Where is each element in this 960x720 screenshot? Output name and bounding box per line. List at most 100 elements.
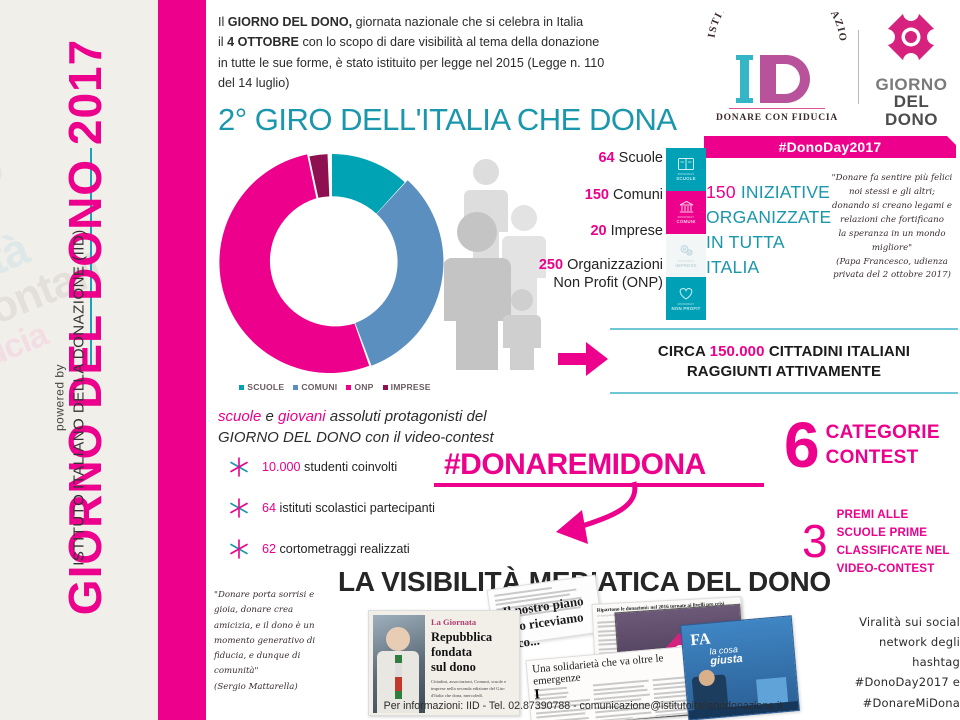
person-icon-front-large xyxy=(443,212,511,393)
iid-logo: ISTITUTO ITALIANO DONAZIONE xyxy=(700,0,850,123)
cittadini-post: CITTADINI ITALIANI xyxy=(764,343,911,360)
stat-label-onp: Organizzazioni xyxy=(563,257,663,274)
powered-by-label: powered by xyxy=(52,363,67,432)
institution-label: ISTITUTO ITALIANO DELLA DONAZIONE (IID) xyxy=(70,229,88,566)
svg-text:ISTITUTO ITALIANO DONAZIONE: ISTITUTO ITALIANO DONAZIONE xyxy=(704,12,848,43)
people-silhouettes xyxy=(443,150,574,394)
legend-item-onp: ONP xyxy=(346,382,373,392)
book-icon xyxy=(678,158,694,170)
hashtag-underline xyxy=(434,483,764,487)
badge-nonprofit: DONODAY NON PROFIT xyxy=(666,277,706,320)
mattarella-l5: fiducia, e dunque di xyxy=(214,651,301,662)
intro-paragraph: Il GIORNO DEL DONO, giornata nazionale c… xyxy=(218,12,708,94)
sidebar-credit: powered by ISTITUTO ITALIANO DELLA DONAZ… xyxy=(53,168,88,628)
badge-scuole-label: SCUOLE xyxy=(676,176,696,181)
section-title-giro: 2° GIRO DELL'ITALIA CHE DONA xyxy=(218,102,677,137)
donut-chart-svg xyxy=(219,154,444,374)
vc-item-istituti: 64 istituti scolastici partecipanti xyxy=(228,497,528,519)
legend-item-scuole: SCUOLE xyxy=(239,382,284,392)
vc-item-studenti: 10.000 studenti coinvolti xyxy=(228,456,528,478)
gdd-line2: DEL DONO xyxy=(884,92,938,129)
virality-l2: network degli xyxy=(878,635,960,650)
intro-line3: in tutte le sue forme, è stato istituito… xyxy=(218,55,605,70)
clip-headline: Repubblica fondata sul dono xyxy=(431,630,493,674)
asterisk-icon xyxy=(230,498,248,518)
iniziative-number: 150 xyxy=(706,182,736,202)
badge-comuni-kicker: DONODAY xyxy=(677,215,695,219)
stat-label-comuni: Comuni xyxy=(609,186,663,203)
asterisk-icon xyxy=(230,539,248,559)
intro-line1: Il GIORNO DEL DONO, giornata nazionale c… xyxy=(218,15,584,29)
vc-item-cortometraggi: 62 cortometraggi realizzati xyxy=(228,538,528,560)
video-contest-list: 10.000 studenti coinvolti 64 istituti sc… xyxy=(228,456,528,579)
banner-fold-icon xyxy=(947,135,956,145)
mattarella-l1: "Donare porta sorrisi e xyxy=(214,590,315,600)
badge-imprese: DONODAY IMPRESE xyxy=(666,234,706,277)
six-categories-block: 6 CATEGORIE CONTEST xyxy=(784,413,940,477)
badge-imprese-label: IMPRESE xyxy=(675,262,697,268)
three-number: 3 xyxy=(802,515,828,568)
iid-arc-text-icon: ISTITUTO ITALIANO DONAZIONE xyxy=(700,0,848,43)
clip-fa-sub: la cosa giusta xyxy=(709,644,744,668)
stat-comuni: 150 Comuni xyxy=(458,187,663,205)
iniziative-line3: IN TUTTA ITALIA xyxy=(706,231,784,277)
cittadini-number: 150.000 xyxy=(709,343,765,360)
press-clippings: «Il nostro piano dono riceviamo da co...… xyxy=(332,574,852,720)
three-label-line1: PREMI ALLE SCUOLE PRIME xyxy=(836,508,928,539)
legend-swatch-comuni xyxy=(293,384,299,390)
virality-l5: #DonareMiDona xyxy=(862,695,960,710)
vc-head-e: e xyxy=(261,408,279,425)
vc-head-line2: GIORNO DEL DONO con il video-contest xyxy=(218,429,494,446)
pope-quote-l2: noi stessi e gli altri; xyxy=(848,186,936,197)
legend-label-comuni: COMUNI xyxy=(301,382,338,392)
legend-label-imprese: IMPRESE xyxy=(390,382,431,392)
logo-block: ISTITUTO ITALIANO DONAZIONE xyxy=(700,0,956,158)
virality-l4: #DonoDay2017 e xyxy=(854,675,960,690)
legend-label-onp: ONP xyxy=(354,382,374,392)
badge-column: DONODAY SCUOLE DONODAY COMUNI xyxy=(666,148,706,320)
vc-item-cortometraggi-text: 62 cortometraggi realizzati xyxy=(262,542,410,556)
legend-swatch-imprese xyxy=(382,384,388,390)
person-icon-right xyxy=(502,205,546,340)
heart-icon xyxy=(679,287,693,300)
arrow-right-icon xyxy=(558,342,608,381)
stat-number-scuole: 64 xyxy=(598,150,615,166)
video-contest-header: scuole e giovani assoluti protagonisti d… xyxy=(218,406,518,448)
mattarella-l2: gioia, donare crea xyxy=(214,605,294,616)
donoday-hashtag-banner: #DonoDay2017 xyxy=(704,135,956,158)
badge-nonprofit-label: NON PROFIT xyxy=(671,305,701,311)
badge-imprese-kicker: DONODAY xyxy=(677,258,695,263)
pope-quote-l8: privata del 2 ottobre 2017) xyxy=(833,270,951,281)
cittadini-pre: CIRCA xyxy=(657,343,710,360)
building-icon xyxy=(679,201,693,213)
vc-head-scuole: scuole xyxy=(218,408,262,425)
cittadini-rule-bottom xyxy=(610,392,958,394)
three-prizes-block: 3 PREMI ALLE SCUOLE PRIME CLASSIFICATE N… xyxy=(802,506,960,578)
vc-item-studenti-text: 10.000 studenti coinvolti xyxy=(262,460,398,474)
iid-rule xyxy=(729,107,825,110)
cittadini-highlight: CIRCA 150.000 CITTADINI ITALIANI RAGGIUN… xyxy=(610,328,958,394)
pope-quote-l3: donando si creano legami e xyxy=(832,200,952,211)
footer-contact: Per informazioni: IID - Tel. 02.87390788… xyxy=(383,700,783,712)
stat-label-onp-line2: Non Profit (ONP) xyxy=(553,274,663,291)
legend-item-comuni: COMUNI xyxy=(293,382,337,392)
iid-monogram-icon xyxy=(704,53,850,105)
virality-l1: Viralità sui social xyxy=(859,615,960,629)
stats-list: 64 Scuole 150 Comuni 20 Imprese 250 Orga… xyxy=(458,150,663,308)
sidebar-divider-rule xyxy=(90,148,92,368)
stat-number-imprese: 20 xyxy=(590,223,607,240)
logo-divider xyxy=(858,30,859,105)
iniziative-line1: 150 INIZIATIVE xyxy=(706,180,836,205)
donut-chart xyxy=(218,148,446,381)
three-labels: PREMI ALLE SCUOLE PRIME CLASSIFICATE NEL… xyxy=(837,506,960,578)
three-label-line2: CLASSIFICATE NEL VIDEO-CONTEST xyxy=(836,543,950,575)
stat-number-onp: 250 xyxy=(538,257,564,274)
sidebar-pink-band xyxy=(158,0,206,720)
pope-quote-l7: (Papa Francesco, udienza xyxy=(836,256,948,267)
badge-scuole-kicker: DONODAY xyxy=(677,172,695,176)
pope-quote-l4: relazioni che fortificano xyxy=(840,214,944,225)
cittadini-line2: RAGGIUNTI ATTIVAMENTE xyxy=(686,362,882,380)
badge-comuni: DONODAY COMUNI xyxy=(666,191,706,234)
sidebar: dono di ufficiale 2017 Dono civica carit… xyxy=(0,0,158,720)
mattarella-l4: momento generativo di xyxy=(214,635,316,646)
